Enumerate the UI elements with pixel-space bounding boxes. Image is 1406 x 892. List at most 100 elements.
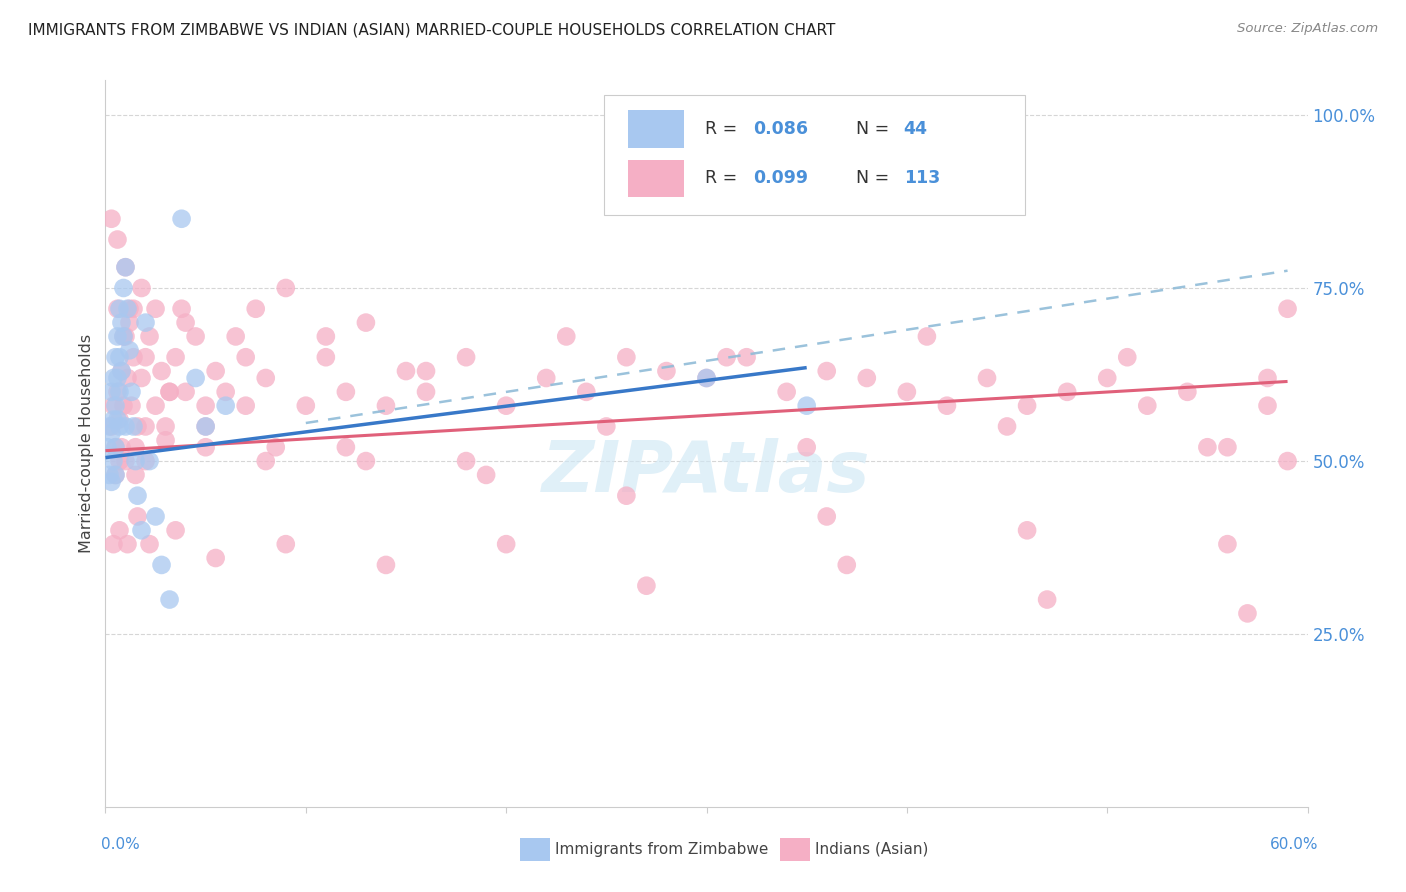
Point <box>534 371 557 385</box>
Point <box>555 329 578 343</box>
Text: Indians (Asian): Indians (Asian) <box>815 842 929 856</box>
Point <box>194 440 217 454</box>
Text: 60.0%: 60.0% <box>1271 837 1319 852</box>
Point <box>124 454 146 468</box>
Point <box>122 350 145 364</box>
Point <box>110 440 132 454</box>
Text: Immigrants from Zimbabwe: Immigrants from Zimbabwe <box>555 842 769 856</box>
Point <box>174 384 197 399</box>
Point <box>165 524 187 538</box>
Text: 44: 44 <box>904 120 928 138</box>
Point <box>735 350 758 364</box>
Point <box>1136 399 1159 413</box>
Point <box>915 329 938 343</box>
Text: N =: N = <box>856 169 894 187</box>
Point <box>976 371 998 385</box>
Point <box>776 384 799 399</box>
Point <box>214 384 236 399</box>
Point <box>112 329 135 343</box>
Point <box>170 211 193 226</box>
Point <box>235 350 257 364</box>
Point <box>716 350 738 364</box>
Point <box>1216 440 1239 454</box>
Point <box>108 419 131 434</box>
Point <box>274 281 297 295</box>
Point <box>655 364 678 378</box>
Point <box>995 419 1018 434</box>
Point <box>107 329 129 343</box>
Point <box>138 329 160 343</box>
Point <box>495 399 517 413</box>
Point <box>796 399 818 413</box>
Point <box>155 434 177 448</box>
Point <box>118 301 141 316</box>
Point <box>127 489 149 503</box>
Point <box>1177 384 1199 399</box>
Point <box>114 260 136 275</box>
Point <box>295 399 318 413</box>
Text: R =: R = <box>706 169 742 187</box>
Point <box>108 412 131 426</box>
Point <box>194 419 217 434</box>
Point <box>110 364 132 378</box>
Point <box>108 301 131 316</box>
Point <box>145 399 167 413</box>
Point <box>104 440 127 454</box>
Point <box>315 329 337 343</box>
Point <box>454 454 477 468</box>
Point <box>815 364 838 378</box>
Point <box>103 399 125 413</box>
Point <box>194 399 217 413</box>
Point <box>174 316 197 330</box>
Point <box>159 384 181 399</box>
Point <box>815 509 838 524</box>
Point <box>150 364 173 378</box>
Point <box>274 537 297 551</box>
Point <box>114 454 136 468</box>
Point <box>204 364 226 378</box>
Point <box>1236 607 1258 621</box>
Point <box>184 329 207 343</box>
Point <box>335 440 357 454</box>
Point <box>110 364 132 378</box>
Point <box>131 524 153 538</box>
Point <box>335 384 357 399</box>
Point <box>107 233 129 247</box>
Text: R =: R = <box>706 120 742 138</box>
Point <box>395 364 418 378</box>
Point <box>1257 399 1279 413</box>
Point <box>575 384 598 399</box>
Point <box>315 350 337 364</box>
Point <box>1257 371 1279 385</box>
Point <box>495 537 517 551</box>
Point <box>124 467 146 482</box>
Point <box>475 467 498 482</box>
Text: Source: ZipAtlas.com: Source: ZipAtlas.com <box>1237 22 1378 36</box>
Point <box>636 579 658 593</box>
FancyBboxPatch shape <box>605 95 1025 215</box>
Point <box>114 329 136 343</box>
Point <box>124 440 146 454</box>
Point <box>108 350 131 364</box>
Point <box>98 467 121 482</box>
Point <box>138 537 160 551</box>
FancyBboxPatch shape <box>628 160 683 197</box>
Point <box>135 316 157 330</box>
Point <box>121 399 143 413</box>
Point <box>98 419 121 434</box>
Point <box>131 281 153 295</box>
Point <box>117 371 139 385</box>
Point <box>1116 350 1139 364</box>
Point <box>114 260 136 275</box>
Point <box>107 301 129 316</box>
Point <box>117 301 139 316</box>
Point <box>135 419 157 434</box>
Point <box>108 524 131 538</box>
Point <box>184 371 207 385</box>
Point <box>374 558 398 572</box>
Point <box>122 419 145 434</box>
Point <box>1056 384 1078 399</box>
Point <box>100 211 122 226</box>
Point <box>155 419 177 434</box>
Point <box>454 350 477 364</box>
